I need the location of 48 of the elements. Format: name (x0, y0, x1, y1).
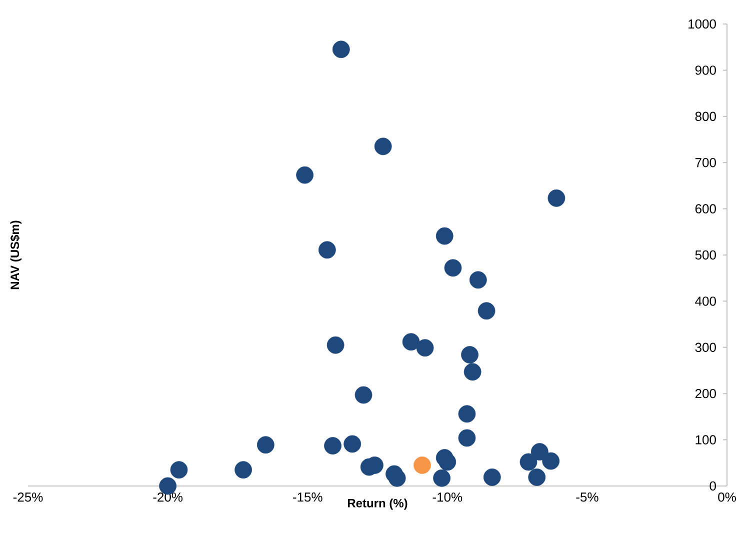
point (528, 468, 546, 486)
point (402, 333, 420, 351)
point (461, 346, 478, 364)
point (483, 468, 501, 486)
point (444, 259, 462, 277)
point (416, 339, 434, 357)
point (458, 429, 476, 447)
x-tick-label: -25% (13, 492, 43, 502)
y-tick-label: 500 (695, 250, 716, 260)
point (332, 40, 350, 58)
y-tick-label: 300 (695, 342, 716, 352)
point (374, 138, 392, 156)
y-tick-label: 600 (695, 204, 716, 214)
point (318, 241, 336, 259)
x-tick-label: -15% (293, 492, 322, 502)
point (433, 469, 451, 487)
x-tick-label: -5% (576, 492, 598, 502)
y-tick-label: 0 (710, 481, 716, 491)
point (354, 386, 372, 404)
point (414, 456, 431, 474)
x-tick-label: -10% (432, 492, 462, 502)
point (326, 336, 344, 354)
point (548, 189, 566, 207)
point (542, 452, 560, 470)
point (344, 435, 362, 453)
point (436, 227, 454, 245)
point (388, 469, 406, 487)
point (469, 271, 487, 289)
y-tick-label: 900 (695, 66, 716, 75)
point (478, 302, 496, 320)
y-tick-label: 700 (695, 158, 716, 168)
point (458, 405, 476, 423)
point (170, 461, 188, 479)
y-tick-label: 100 (696, 435, 716, 444)
point (324, 437, 342, 454)
y-tick-label: 1000 (688, 19, 716, 29)
y-tick-label: 800 (695, 112, 716, 121)
point (520, 453, 538, 471)
y-tick-label: 200 (695, 388, 716, 398)
x-axis-title: Return (%) (348, 498, 408, 510)
y-axis-title: NAV (US$m) (10, 220, 22, 290)
point (464, 363, 482, 381)
point (296, 166, 314, 184)
y-tick-label: 400 (695, 296, 716, 306)
point (438, 453, 456, 471)
point (256, 436, 274, 454)
x-tick-label: 0% (718, 492, 736, 502)
point (234, 461, 252, 479)
